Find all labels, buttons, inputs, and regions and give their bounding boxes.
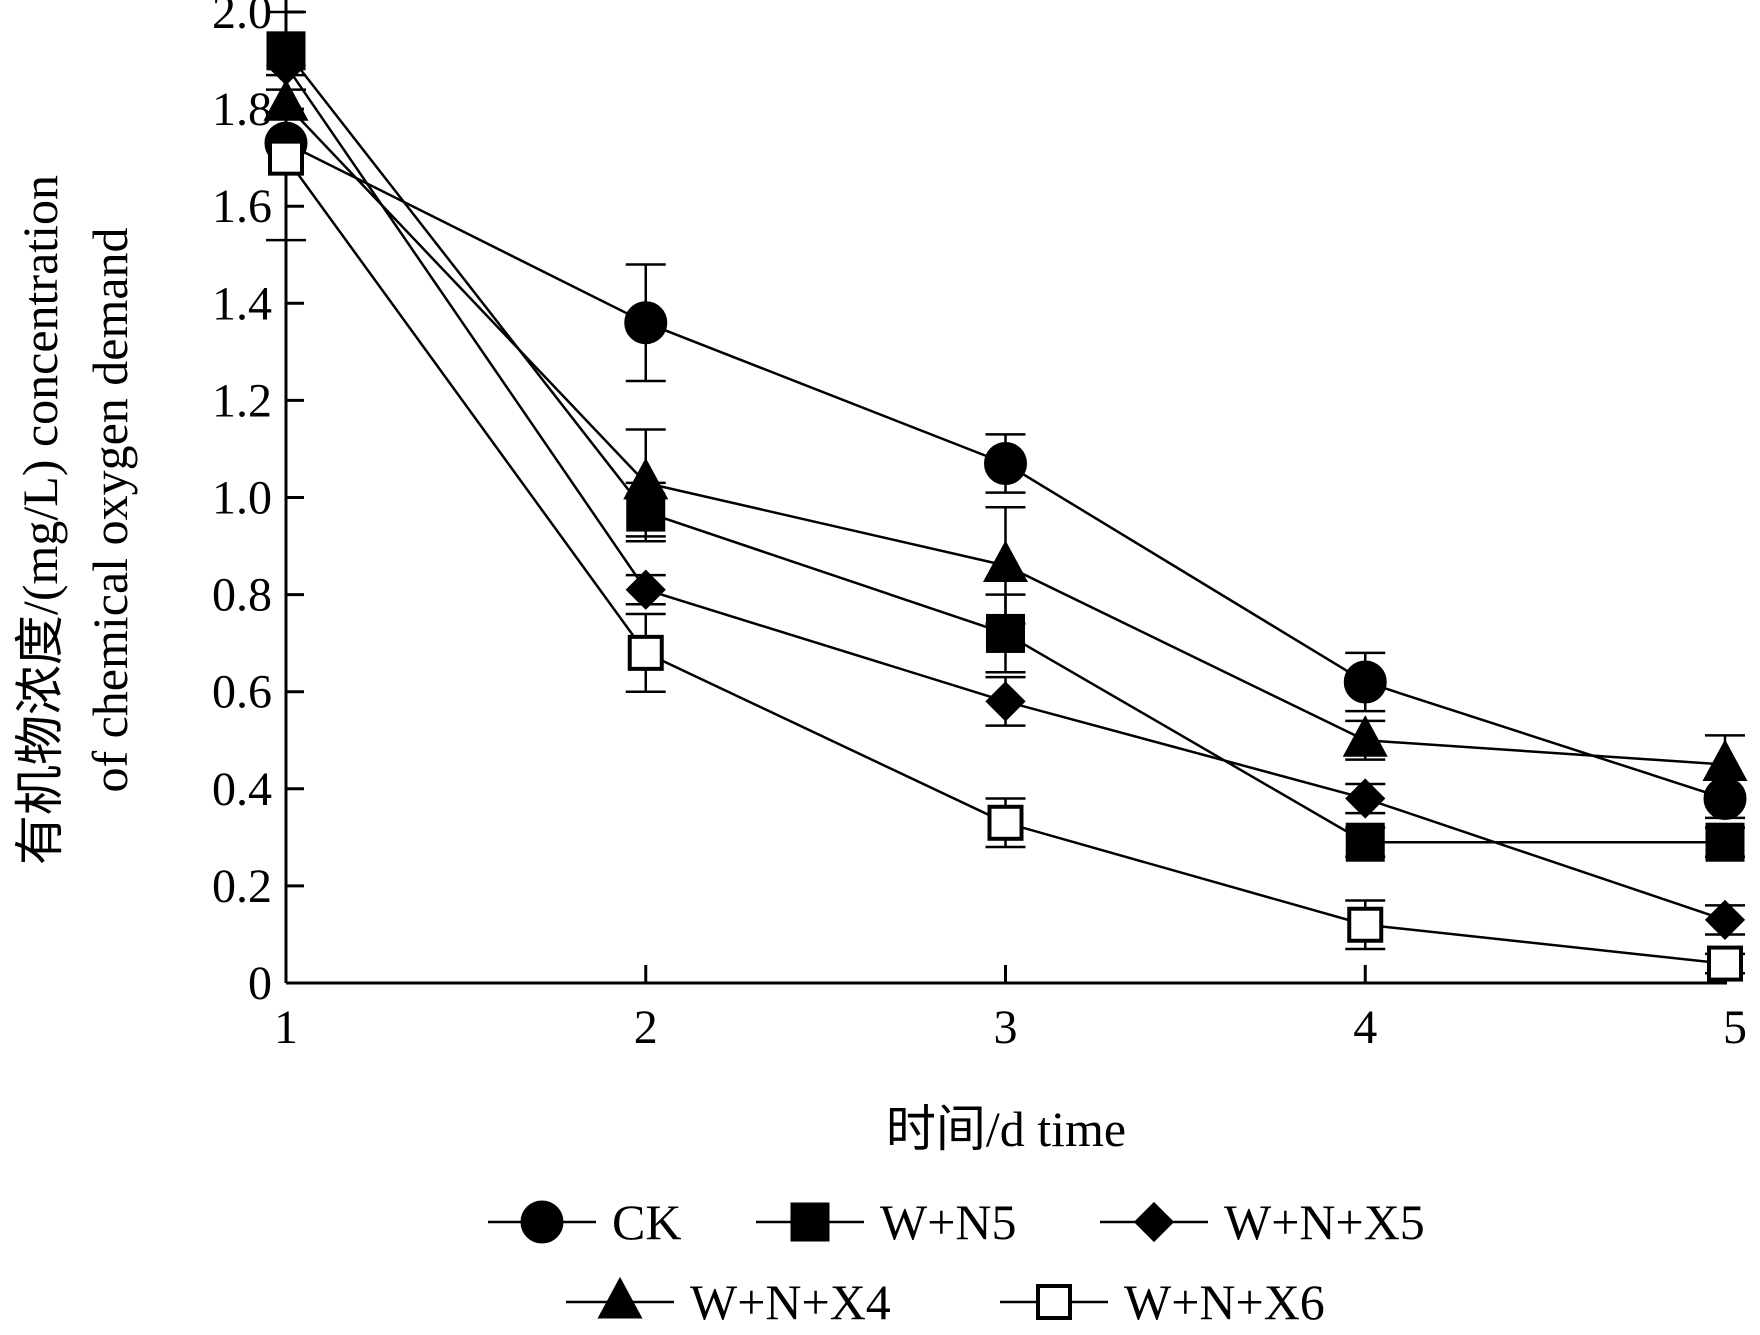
y-tick-label: 2.0: [212, 0, 272, 39]
marker-square: [790, 1202, 830, 1242]
marker-diamond: [1345, 778, 1386, 819]
legend-item-w-n-x6: W+N+X6: [1000, 1274, 1325, 1330]
y-tick-label: 0.8: [212, 569, 272, 622]
legend-label: CK: [612, 1194, 681, 1250]
marker-square: [1705, 822, 1745, 862]
marker-open-square: [1707, 945, 1743, 982]
legend-item-w-n5: W+N5: [756, 1194, 1017, 1250]
legend-label: W+N5: [880, 1194, 1017, 1250]
marker-diamond: [1704, 899, 1746, 941]
marker-circle: [624, 301, 668, 345]
y-axis-label-line1: 有机物浓度/(mg/L) concentration: [12, 175, 68, 865]
x-tick-label: 3: [994, 1001, 1018, 1054]
marker-diamond: [1133, 1201, 1175, 1243]
legend-label: W+N+X5: [1224, 1194, 1425, 1250]
y-tick-label: 0.6: [212, 666, 272, 719]
marker-open-square: [987, 804, 1024, 841]
marker-diamond: [985, 681, 1026, 722]
x-tick-label: 5: [1723, 1001, 1747, 1054]
y-tick-label: 1.2: [212, 374, 272, 427]
y-axis-label-line2: of chemical oxygen demand: [82, 227, 138, 792]
y-tick-label: 0: [248, 957, 272, 1010]
legend-item-ck: CK: [488, 1194, 681, 1250]
marker-open-square: [1347, 906, 1384, 943]
marker-circle: [984, 442, 1027, 486]
legend-label: W+N+X4: [690, 1274, 891, 1330]
marker-triangle: [1702, 739, 1748, 782]
marker-triangle: [597, 1276, 643, 1319]
series-layer: [263, 10, 1748, 982]
x-axis-label: 时间/d time: [886, 1101, 1126, 1157]
x-tick-label: 2: [634, 1001, 658, 1054]
x-tick-label: 1: [274, 1001, 298, 1054]
marker-open-square: [627, 634, 664, 671]
marker-circle: [520, 1200, 564, 1244]
marker-triangle: [982, 540, 1029, 582]
legend: CK W+N5 W+N+X5 W+N+X4 W+N+X6: [488, 1194, 1425, 1330]
y-tick-label: 0.2: [212, 860, 272, 913]
marker-triangle: [623, 457, 669, 500]
legend-item-w-n-x4: W+N+X4: [566, 1274, 891, 1330]
marker-square: [1345, 822, 1385, 862]
x-tick-label: 4: [1353, 1001, 1377, 1054]
marker-open-square: [268, 139, 304, 176]
y-tick-label: 0.4: [212, 763, 272, 816]
series-w-n-x6: [266, 73, 1745, 982]
y-tick-label: 1.4: [212, 277, 272, 330]
y-tick-label: 1.0: [212, 472, 272, 525]
y-tick-label: 1.8: [212, 83, 272, 136]
marker-open-square: [1036, 1284, 1072, 1320]
marker-diamond: [625, 569, 666, 610]
marker-triangle: [1342, 715, 1388, 757]
legend-item-w-n-x5: W+N+X5: [1100, 1194, 1425, 1250]
legend-label: W+N+X6: [1124, 1274, 1325, 1330]
y-tick-label: 1.6: [212, 180, 272, 233]
marker-circle: [1343, 660, 1387, 704]
axes: 0 0.2 0.4 0.6 0.8 1.0 1.2 1.4 1.6 1.8 2.0 1 2 3 4 5: [212, 0, 1747, 1054]
